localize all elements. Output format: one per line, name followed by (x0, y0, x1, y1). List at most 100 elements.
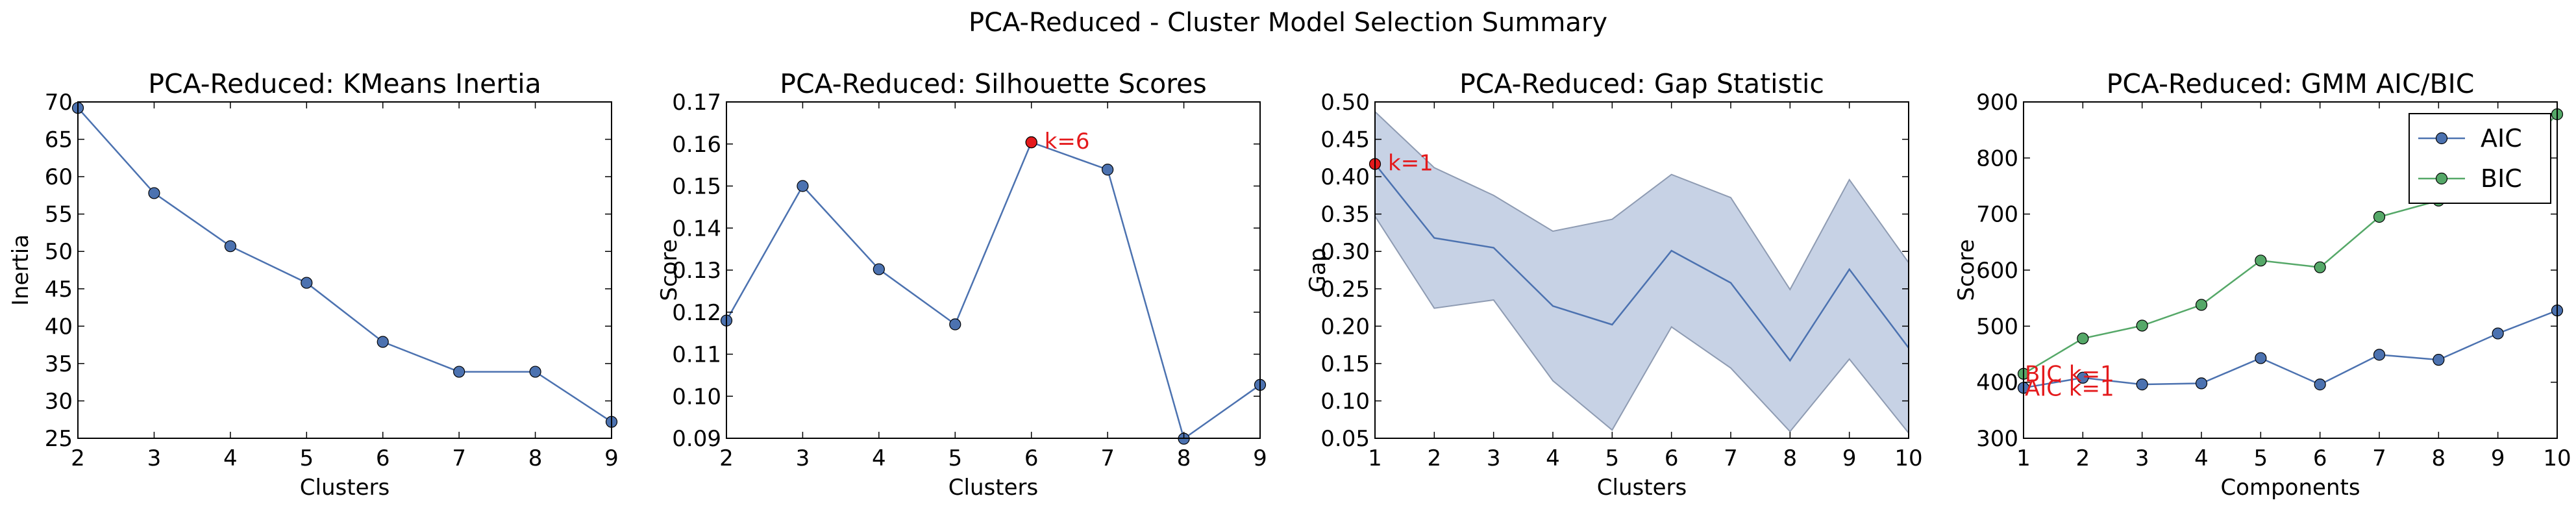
y-tick-label: 0.16 (672, 132, 721, 158)
y-tick-label: 0.25 (1320, 277, 1370, 303)
data-point (2136, 379, 2148, 391)
x-tick-label: 6 (1665, 445, 1679, 471)
y-tick-label: 45 (45, 277, 73, 303)
x-tick-label: 8 (1177, 445, 1191, 471)
data-point (2195, 377, 2208, 390)
annotation-label: AIC k=1 (2025, 375, 2114, 401)
data-point (301, 277, 313, 289)
data-point (2255, 255, 2267, 267)
y-axis-label: Score (656, 239, 682, 301)
chart-title: PCA-Reduced: KMeans Inertia (148, 68, 541, 99)
chart-panel-2: PCA-Reduced: Silhouette Scores k=6 2 3 4 5 6 7 8… (656, 68, 1267, 501)
y-tick-label: 900 (1976, 90, 2018, 116)
y-tick-label: 500 (1976, 314, 2018, 340)
y-tick-label: 0.13 (672, 258, 721, 284)
y-tick-label: 0.50 (1320, 90, 1370, 116)
confidence-band (1374, 110, 1909, 435)
data-point (2314, 379, 2326, 391)
y-tick-label: 0.15 (1320, 351, 1370, 377)
x-tick-label: 5 (948, 445, 962, 471)
x-tick-label: 5 (2254, 445, 2268, 471)
y-tick-label: 0.35 (1320, 202, 1370, 228)
y-axis-label: Inertia (8, 234, 34, 306)
x-tick-label: 8 (1783, 445, 1798, 471)
axes-frame (726, 101, 1261, 439)
y-tick-label: 0.14 (672, 216, 721, 242)
axes-frame (77, 101, 612, 439)
x-tick-label: 7 (1724, 445, 1738, 471)
x-tick-label: 3 (1487, 445, 1501, 471)
y-tick-label: 0.45 (1320, 127, 1370, 153)
x-axis-label: Clusters (300, 475, 390, 501)
legend: AIC BIC (2409, 113, 2551, 204)
x-tick-label: 2 (2076, 445, 2090, 471)
data-point (224, 240, 236, 253)
chart-panel-3: PCA-Reduced: Gap Statistic k=1 1 2 3 4 5 6 7 8 9 10… (1305, 68, 1923, 501)
y-tick-label: 0.09 (672, 426, 721, 452)
highlight-label: k=6 (1045, 129, 1090, 155)
y-tick-label: 25 (45, 426, 73, 452)
y-tick-label: 0.11 (672, 342, 721, 368)
x-tick-label: 3 (2135, 445, 2149, 471)
x-tick-label: 10 (1894, 445, 1922, 471)
x-tick-label: 3 (796, 445, 810, 471)
annotation-label: BIC k=1 (2025, 362, 2114, 388)
y-tick-label: 400 (1976, 370, 2018, 396)
series-line-aic (2023, 310, 2558, 389)
y-tick-label: 55 (45, 202, 73, 228)
data-point (453, 366, 465, 378)
y-tick-label: 0.30 (1320, 239, 1370, 265)
x-tick-label: 10 (2543, 445, 2571, 471)
x-tick-label: 3 (147, 445, 162, 471)
x-tick-label: 6 (1024, 445, 1039, 471)
y-tick-label: 30 (45, 388, 73, 414)
y-tick-label: 0.15 (672, 174, 721, 200)
y-tick-label: 0.05 (1320, 426, 1370, 452)
y-tick-label: 40 (45, 314, 73, 340)
legend-box (2409, 113, 2551, 204)
y-tick-label: 0.10 (672, 384, 721, 410)
highlight-point (1025, 136, 1037, 149)
y-tick-label: 60 (45, 164, 73, 190)
y-tick-label: 0.12 (672, 300, 721, 326)
x-tick-label: 4 (2194, 445, 2209, 471)
x-tick-label: 9 (1253, 445, 1267, 471)
y-tick-label: 65 (45, 127, 73, 153)
y-tick-label: 300 (1976, 426, 2018, 452)
y-tick-label: 0.17 (672, 90, 721, 116)
data-point (2136, 319, 2148, 332)
x-tick-label: 4 (872, 445, 886, 471)
legend-swatch-marker (2435, 132, 2448, 145)
data-point (2373, 349, 2386, 361)
x-tick-label: 8 (2432, 445, 2446, 471)
y-tick-label: 600 (1976, 258, 2018, 284)
chart-title: PCA-Reduced: Gap Statistic (1459, 68, 1824, 99)
data-point (2433, 354, 2445, 366)
x-tick-label: 2 (1428, 445, 1442, 471)
y-tick-label: 800 (1976, 145, 2018, 171)
y-tick-label: 50 (45, 239, 73, 265)
data-point (2492, 327, 2504, 340)
data-point (797, 180, 809, 192)
y-tick-label: 0.40 (1320, 164, 1370, 190)
axes-frame (1374, 101, 1909, 439)
x-tick-label: 2 (719, 445, 734, 471)
data-point (1102, 164, 1114, 176)
y-axis-label: Score (1953, 239, 1979, 301)
data-point (2077, 371, 2089, 384)
x-tick-label: 1 (1368, 445, 1382, 471)
legend-swatch-marker (2435, 172, 2448, 185)
series-line-1 (1374, 163, 1909, 362)
data-point (2314, 261, 2326, 273)
data-point (377, 336, 389, 348)
x-tick-label: 6 (376, 445, 390, 471)
x-tick-label: 6 (2313, 445, 2327, 471)
series-line-1 (725, 141, 1261, 440)
x-tick-label: 1 (2016, 445, 2031, 471)
chart-title: PCA-Reduced: Silhouette Scores (780, 68, 1207, 99)
y-axis-label: Gap (1305, 248, 1331, 293)
data-point (148, 187, 160, 199)
